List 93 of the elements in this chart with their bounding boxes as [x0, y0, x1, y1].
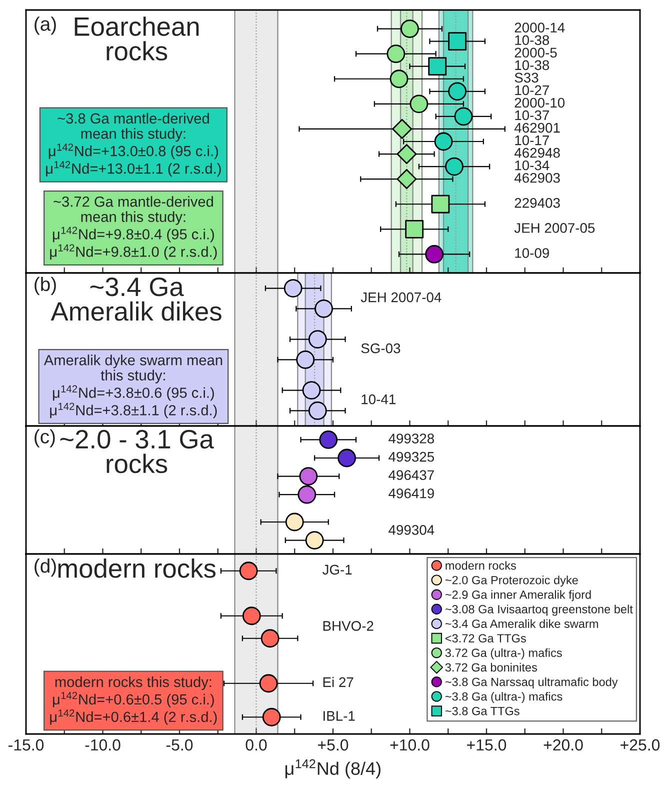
text: ~3.8 Ga mantle-derived mean this study: μ$^{142}$Nd=+13.0±0.8 (95 c.i.) μ$^{142}$Nd=+13.0±1.1 (2 r.s.d.) — [46, 112, 221, 177]
category-label: 10-38 — [515, 35, 550, 46]
category-label: IBL-1 — [324, 711, 355, 721]
category-label: 496437 — [388, 470, 434, 480]
category-label: SG-03 — [361, 343, 400, 354]
point — [431, 194, 450, 214]
category-label: 2000-5 — [514, 48, 557, 58]
text: ~3.72 Ga mantle-derived mean this study: μ$^{142}$Nd=+9.8±0.4 (95 c.i.) μ$^{142}$Nd=+9.8±1.0 (2 r.s.d.) — [50, 196, 217, 260]
legend-label: modern rocks — [446, 561, 516, 570]
legend-label: ~3.8 Ga TTGs — [445, 706, 520, 716]
point — [239, 562, 258, 580]
point — [448, 82, 467, 101]
point — [285, 512, 304, 532]
category-label: JEH 2007-04 — [360, 292, 442, 302]
category-label: S33 — [514, 72, 538, 83]
point — [448, 32, 467, 51]
category-label: 462903 — [514, 172, 560, 183]
point — [308, 330, 327, 348]
point — [284, 279, 302, 298]
legend-label: ~3.08 Ga Ivisaartoq greenstone belt — [445, 604, 633, 616]
x-tick-label: 0.0 — [246, 739, 267, 751]
point — [390, 70, 408, 88]
category-label: 499325 — [388, 452, 434, 462]
category-label: 10-37 — [515, 110, 549, 120]
point — [338, 448, 356, 468]
legend-label: ~3.8 Ga (ultra-) mafics — [445, 692, 562, 704]
category-label: 462901 — [514, 122, 560, 133]
category-label: 10-34 — [515, 160, 550, 170]
point — [410, 94, 428, 114]
legend-label: ~2.0 Ga Proterozoic dyke — [445, 576, 578, 587]
annotation: (d) — [34, 558, 56, 577]
text: modern rocks this study: μ$^{142}$Nd=+0.6±0.5 (95 c.i.) μ$^{142}$Nd=+0.6±1.4 (2 r.s.d.) — [50, 676, 217, 725]
category-label: 2000-10 — [514, 98, 565, 108]
x-tick-label: +20.0 — [544, 739, 583, 751]
category-label: 229403 — [514, 198, 560, 208]
legend-label: 3.72 Ga (ultra-) mafics — [445, 648, 562, 660]
point — [314, 300, 333, 318]
x-tick-label: +15.0 — [467, 739, 506, 751]
point — [428, 57, 447, 76]
point — [445, 157, 464, 176]
point — [262, 708, 281, 726]
category-label: 10-41 — [362, 394, 396, 404]
category-label: 10-17 — [515, 135, 549, 146]
point — [296, 350, 315, 369]
category-label: 499328 — [388, 434, 434, 444]
x-tick-label: -5.0 — [166, 739, 193, 751]
point — [302, 381, 321, 400]
legend-label: 3.72 Ga boninites — [445, 662, 538, 672]
annotation: (b) — [34, 276, 56, 295]
x-tick-label: +10.0 — [390, 739, 430, 751]
point — [259, 674, 278, 693]
category-label: Ei 27 — [323, 676, 354, 687]
point — [242, 606, 261, 626]
legend-label: ~2.9 Ga inner Ameralik fjord — [445, 590, 591, 602]
point — [454, 107, 473, 126]
point — [396, 169, 417, 190]
category-label: 462948 — [514, 148, 560, 158]
point — [405, 220, 424, 238]
point — [400, 20, 419, 38]
point — [319, 430, 338, 449]
chart-title: ~2.0 - 3.1 Ga rocks — [60, 430, 214, 474]
category-label: 2000-14 — [514, 22, 565, 33]
point — [299, 467, 318, 486]
category-label: 10-09 — [515, 248, 549, 258]
chart-title: modern rocks — [58, 558, 216, 578]
category-label: 496419 — [388, 488, 434, 498]
category-label: JG-1 — [322, 564, 352, 575]
point — [392, 118, 412, 139]
category-label: BHVO-2 — [323, 621, 374, 631]
category-label: 10-38 — [515, 60, 550, 70]
point — [308, 402, 327, 420]
x-tick-label: +25.0 — [620, 739, 660, 751]
x-tick-label: +5.0 — [318, 739, 348, 751]
text: Eoarchean rocks — [74, 16, 199, 61]
point — [305, 531, 324, 550]
point — [260, 629, 280, 648]
category-label: JEH 2007-05 — [514, 223, 595, 233]
category-label: 10-27 — [515, 85, 549, 96]
point — [396, 144, 417, 164]
x-axis-title: μ$^{142}$Nd (8/4) — [285, 759, 380, 779]
legend-label: ~3.8 Ga Narssaq ultramafic body — [445, 677, 618, 688]
text: Ameralik dyke swarm mean this study: μ$^{142}$Nd=+3.8±0.6 (95 c.i.) μ$^{142}$Nd=+3.8±1.1 (2 r.s.d.) — [44, 354, 222, 418]
point — [298, 485, 316, 504]
legend-label: ~3.4 Ga Ameralik dike swarm — [445, 619, 598, 628]
category-label: 499304 — [388, 525, 434, 535]
point — [425, 245, 444, 264]
point — [434, 132, 453, 151]
annotation: (c) — [34, 429, 55, 448]
legend-label: <3.72 Ga TTGs — [445, 634, 526, 642]
point — [386, 44, 406, 64]
annotation: (a) — [34, 16, 56, 35]
x-tick-label: -10.0 — [85, 739, 120, 751]
x-tick-label: -15.0 — [8, 739, 44, 751]
